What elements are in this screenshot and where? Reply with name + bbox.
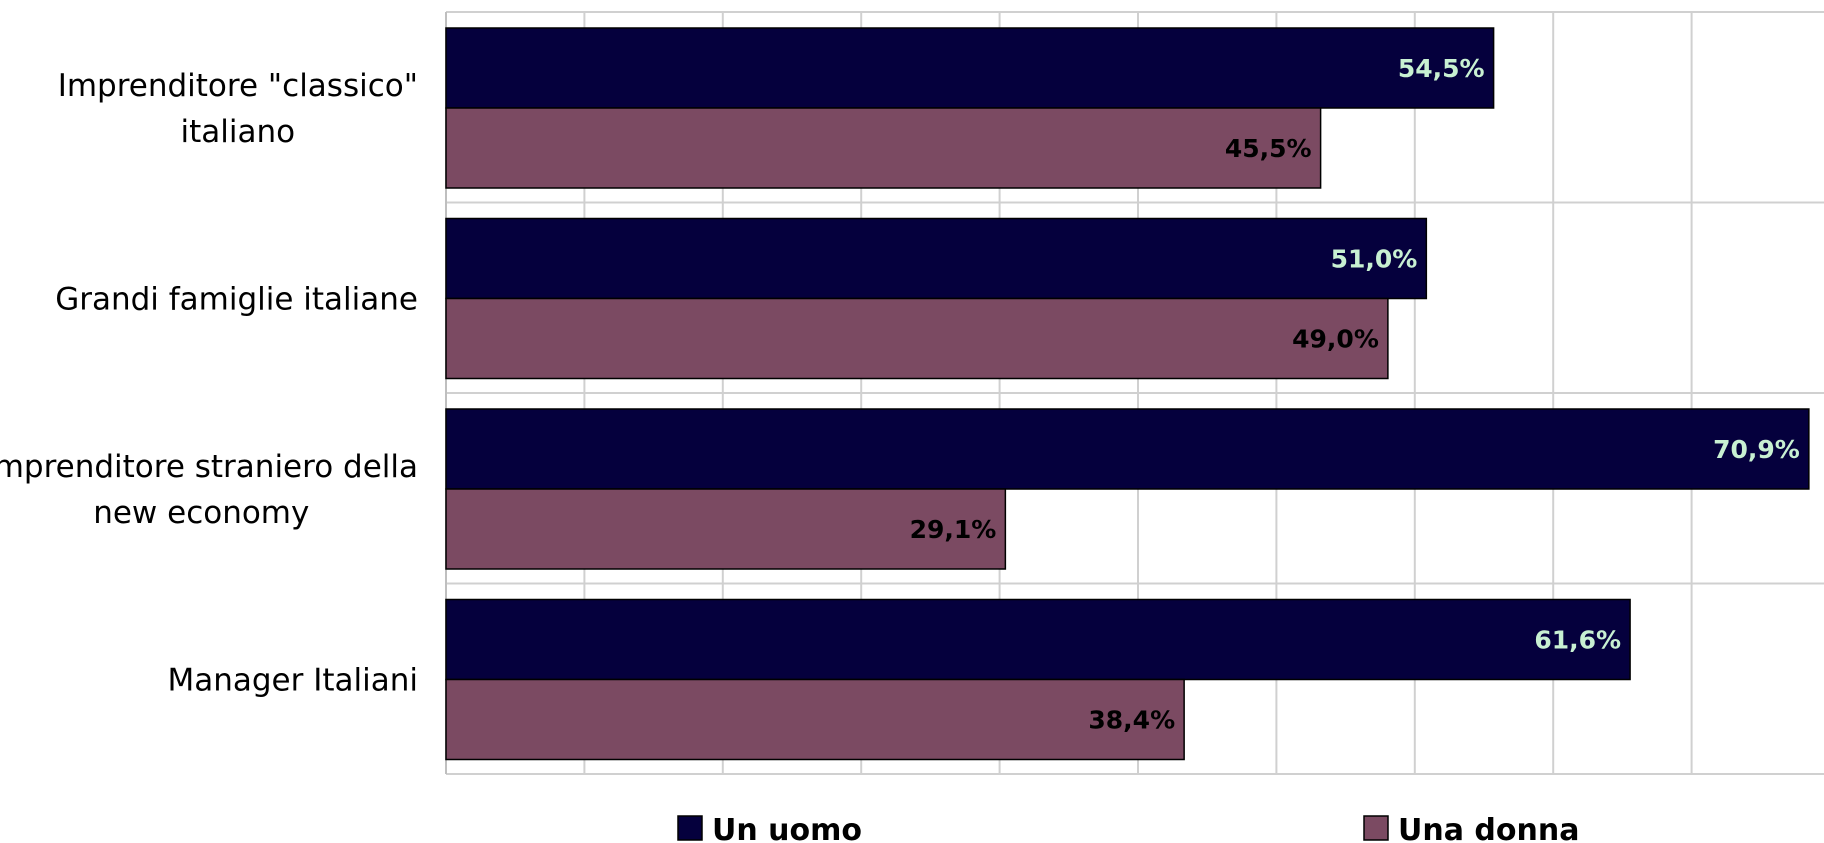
data-label: 38,4% — [1088, 706, 1175, 735]
bar — [445, 408, 1810, 490]
data-label: 45,5% — [1225, 134, 1312, 163]
bar — [445, 297, 1389, 380]
bar — [445, 678, 1185, 761]
data-label: 49,0% — [1292, 325, 1379, 354]
bar — [445, 27, 1495, 109]
bar — [445, 488, 1007, 570]
data-label: 29,1% — [910, 515, 997, 544]
legend: Un uomo Una donna — [677, 813, 1579, 843]
data-label: 70,9% — [1713, 435, 1800, 464]
legend-swatch — [1363, 815, 1389, 841]
category-label: Imprenditore "classico" — [58, 68, 418, 104]
category-label: italiano — [181, 114, 296, 150]
data-label: 54,5% — [1398, 54, 1485, 83]
category-label: Grandi famiglie italiane — [55, 282, 418, 318]
bar — [445, 217, 1428, 300]
category-label: Imprenditore straniero della — [0, 449, 418, 485]
legend-label: Un uomo — [712, 813, 862, 843]
category-label: Manager Italiani — [167, 663, 418, 699]
legend-swatch — [677, 815, 703, 841]
data-label: 61,6% — [1534, 626, 1621, 655]
bar — [445, 107, 1322, 189]
bar — [445, 598, 1631, 681]
category-label: new economy — [93, 495, 309, 531]
data-label: 51,0% — [1331, 245, 1418, 274]
bars: 54,5% 51,0% 70,9% 61,6% 45,5% 49,0% 29,1% 38,4% — [445, 27, 1810, 761]
legend-label: Una donna — [1398, 813, 1579, 843]
category-labels: Imprenditore "classico" italiano Grandi fa… — [0, 68, 418, 699]
